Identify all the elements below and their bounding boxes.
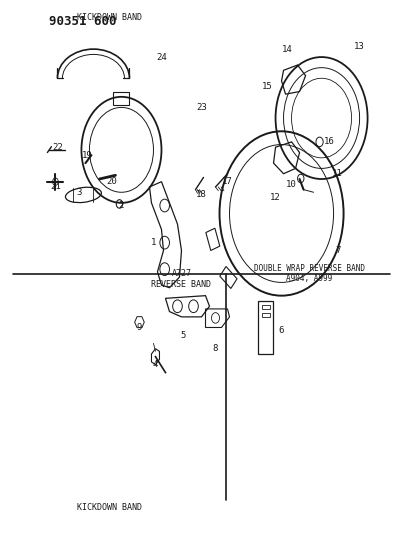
Text: A727
REVERSE BAND: A727 REVERSE BAND [152,269,212,288]
Text: 13: 13 [354,42,365,51]
Text: 14: 14 [282,45,293,54]
Text: 4: 4 [153,360,158,369]
Bar [114,92,129,105]
Text: 3: 3 [77,188,82,197]
Text: 17: 17 [222,177,233,186]
Text: 8: 8 [213,344,218,353]
Text: 21: 21 [50,182,61,191]
Text: 5: 5 [181,331,186,340]
Text: KICKDOWN BAND: KICKDOWN BAND [77,13,142,22]
Bar [262,305,270,309]
Text: 22: 22 [52,143,63,152]
Text: 12: 12 [270,193,281,202]
Text: 18: 18 [196,190,207,199]
Text: 6: 6 [279,326,284,335]
Text: 2: 2 [119,201,124,210]
Text: 9: 9 [137,323,142,332]
Text: 16: 16 [324,138,335,147]
Bar [262,313,270,317]
Text: DOUBLE WRAP REVERSE BAND
A904, A999: DOUBLE WRAP REVERSE BAND A904, A999 [254,264,365,283]
Text: 90351 600: 90351 600 [50,15,117,28]
Bar [206,228,220,251]
Bar [220,266,237,288]
Text: 23: 23 [196,103,207,112]
Text: 10: 10 [286,180,297,189]
Text: 20: 20 [106,177,117,186]
Text: 1: 1 [151,238,156,247]
Text: 24: 24 [156,53,167,62]
Bar [258,301,273,354]
Text: 7: 7 [335,246,340,255]
Text: 15: 15 [262,82,273,91]
Text: KICKDOWN BAND: KICKDOWN BAND [77,503,142,512]
Text: 11: 11 [332,169,343,178]
Text: 19: 19 [82,151,93,160]
